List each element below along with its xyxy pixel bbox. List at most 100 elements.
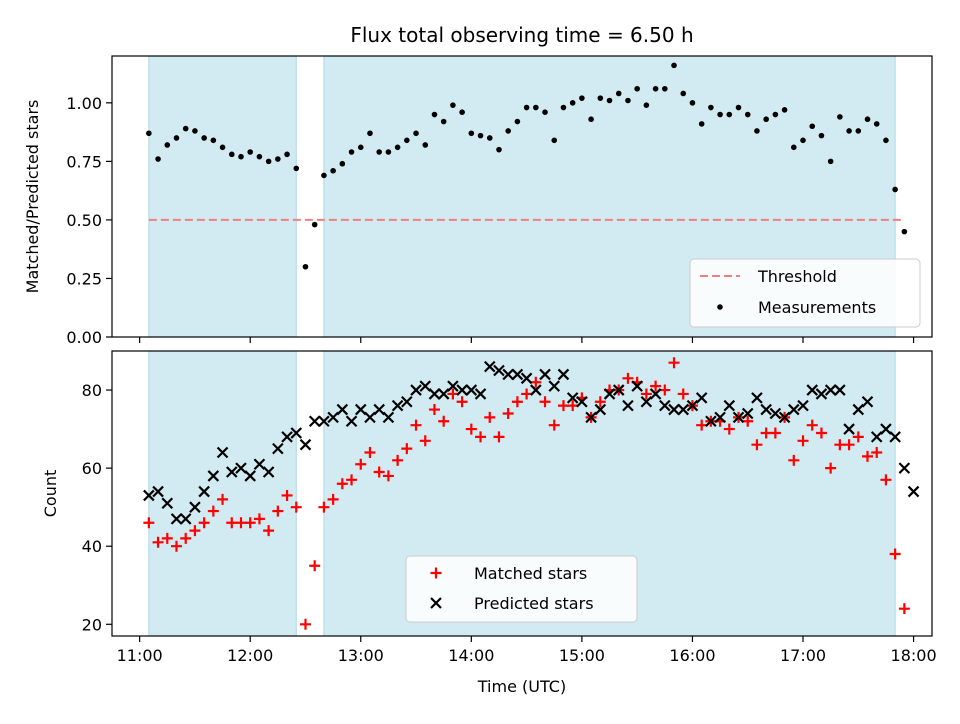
shaded-interval-1: [148, 350, 297, 637]
predicted-star-point: [640, 395, 653, 408]
measurement-point: [671, 62, 677, 69]
measurement-point: [496, 146, 502, 153]
measurement-point: [247, 149, 254, 155]
predicted-star-point: [705, 415, 717, 428]
matched-star-point: [493, 431, 505, 443]
predicted-star-point: [428, 388, 441, 400]
predicted-star-point: [225, 466, 238, 478]
predicted-star-point: [235, 462, 247, 474]
matched-star-point: [594, 396, 606, 408]
measurement-point: [772, 111, 779, 118]
matched-star-point: [355, 458, 367, 470]
predicted-star-point: [483, 360, 496, 373]
predicted-star-point: [557, 368, 570, 381]
matched-star-point: [373, 466, 385, 478]
measurement-point: [404, 137, 410, 144]
matched-star-point: [484, 411, 496, 423]
legend-box: [689, 258, 921, 328]
matched-star-point: [880, 474, 892, 486]
matched-star-point: [852, 431, 864, 443]
measurement-point: [615, 90, 622, 97]
predicted-star-point: [668, 403, 680, 416]
measurement-point: [348, 149, 355, 155]
predicted-star-point: [603, 388, 616, 400]
predicted-star-point: [539, 368, 551, 381]
measurement-point: [182, 125, 189, 132]
matched-star-point: [521, 388, 533, 400]
measurement-point: [505, 128, 511, 134]
legend-box: [405, 555, 638, 623]
y-tick-label: 20: [82, 615, 102, 634]
matched-star-point: [364, 447, 376, 459]
x-tick-label: 11:00: [117, 646, 163, 665]
y-tick-label: 0.75: [66, 152, 102, 171]
predicted-star-point: [530, 384, 542, 396]
predicted-star-point: [401, 395, 413, 408]
predicted-star-point: [511, 368, 524, 381]
measurement-point: [440, 118, 447, 125]
predicted-star-point: [797, 399, 809, 412]
x-tick-label: 14:00: [448, 646, 494, 665]
matched-star-point: [650, 380, 662, 392]
predicted-star-point: [272, 442, 284, 455]
matched-star-point: [834, 439, 846, 451]
matched-star-point: [797, 435, 809, 447]
predicted-star-point: [447, 380, 459, 392]
predicted-star-point: [308, 415, 321, 428]
measurement-point: [708, 104, 714, 111]
legend-matched-swatch: [430, 567, 442, 579]
matched-star-point: [806, 419, 818, 431]
predicted-star-point: [520, 372, 533, 385]
measurement-point: [846, 128, 852, 134]
x-tick-label: 13:00: [338, 646, 384, 665]
predicted-star-point: [318, 415, 330, 428]
legend-measurement-swatch: [717, 304, 723, 310]
predicted-star-point: [907, 485, 920, 498]
measurement-point: [569, 100, 576, 106]
measurement-point: [698, 121, 705, 127]
matched-star-point: [410, 419, 422, 431]
predicted-star-point: [493, 364, 505, 377]
predicted-star-point: [474, 388, 487, 400]
measurement-point: [818, 132, 825, 139]
matched-star-point: [815, 427, 827, 439]
measurement-point: [486, 135, 493, 141]
measurement-point: [164, 142, 171, 148]
bottom-xlabel: Time (UTC): [477, 677, 566, 696]
measurement-point: [735, 104, 742, 111]
measurement-point: [293, 165, 300, 172]
predicted-star-point: [880, 423, 892, 435]
measurement-point: [754, 128, 760, 134]
predicted-star-point: [889, 431, 901, 443]
measurement-point: [606, 97, 613, 104]
y-tick-label: 40: [82, 537, 102, 556]
bottom-legend: Matched stars Predicted stars: [405, 555, 638, 623]
legend-predicted-label: Predicted stars: [474, 594, 594, 613]
matched-star-point: [207, 505, 219, 517]
matched-star-point: [548, 419, 560, 431]
matched-star-point: [299, 618, 311, 630]
measurement-point: [781, 107, 788, 113]
measurement-point: [265, 158, 272, 165]
matched-star-point: [898, 603, 910, 615]
measurement-point: [357, 144, 364, 151]
measurement-point: [413, 130, 419, 137]
matched-star-point: [419, 435, 431, 447]
measurement-point: [855, 128, 862, 134]
matched-star-point: [843, 439, 855, 451]
measurement-point: [892, 186, 898, 193]
predicted-star-point: [548, 380, 561, 392]
matched-star-point: [392, 454, 404, 466]
matched-star-point: [751, 439, 763, 451]
x-tick-label: 12:00: [227, 646, 273, 665]
predicted-star-point: [502, 368, 514, 381]
measurement-point: [542, 109, 548, 115]
predicted-star-point: [622, 399, 634, 412]
y-tick-label: 0.25: [66, 269, 102, 288]
measurement-point: [330, 167, 336, 174]
predicted-star-point: [253, 458, 266, 470]
measurement-point: [883, 137, 889, 144]
matched-star-point: [447, 388, 459, 400]
measurement-point: [302, 263, 309, 270]
predicted-star-point: [216, 446, 229, 459]
